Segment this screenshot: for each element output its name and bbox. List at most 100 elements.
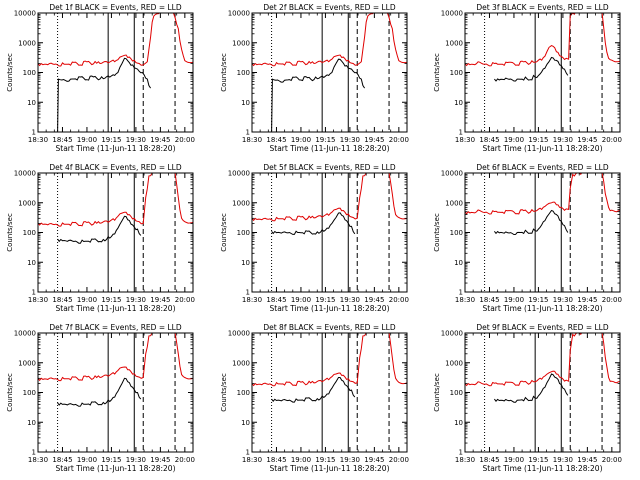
x-tick-label: 19:30 — [126, 456, 146, 464]
x-tick-label: 20:00 — [602, 136, 622, 144]
y-tick-label: 100 — [23, 69, 36, 77]
y-tick-label: 1000 — [18, 359, 36, 367]
series-line-black — [494, 56, 569, 82]
x-axis-label: Start Time (11-Jun-11 18:28:20) — [483, 464, 603, 473]
x-tick-label: 18:45 — [52, 456, 72, 464]
x-tick-label: 18:30 — [455, 296, 475, 304]
x-tick-label: 18:30 — [242, 136, 262, 144]
y-tick-label: 1000 — [445, 199, 463, 207]
plot-frame — [464, 332, 621, 453]
y-tick-label: 100 — [450, 389, 463, 397]
x-tick-label: 19:45 — [364, 456, 384, 464]
y-tick-label: 10000 — [441, 330, 463, 338]
x-tick-label: 18:30 — [455, 136, 475, 144]
y-axis-label: Counts/sec — [6, 373, 14, 412]
y-tick-label: 100 — [23, 229, 36, 237]
y-tick-label: 1 — [246, 449, 250, 457]
y-axis-label: Counts/sec — [433, 213, 441, 252]
plot-frame — [37, 332, 194, 453]
x-tick-label: 18:30 — [455, 456, 475, 464]
y-tick-label: 10 — [27, 419, 36, 427]
x-tick-label: 19:45 — [577, 136, 597, 144]
y-tick-label: 100 — [237, 229, 250, 237]
y-axis-label: Counts/sec — [433, 373, 441, 412]
panel-det-8: Det 8f BLACK = Events, RED = LLD 1 10 100 10… — [220, 323, 409, 473]
x-tick-label: 20:00 — [175, 296, 195, 304]
y-tick-label: 10000 — [228, 10, 250, 18]
x-tick-label: 19:00 — [77, 456, 97, 464]
x-tick-label: 19:00 — [291, 456, 311, 464]
y-tick-label: 10000 — [441, 170, 463, 178]
y-tick-label: 1 — [32, 289, 36, 297]
x-tick-label: 19:30 — [340, 296, 360, 304]
y-tick-label: 100 — [237, 389, 250, 397]
y-tick-label: 1000 — [445, 39, 463, 47]
panel-det-4: Det 4f BLACK = Events, RED = LLD 1 10 100 10… — [6, 163, 195, 313]
y-tick-label: 10 — [454, 99, 463, 107]
y-tick-label: 1 — [459, 129, 463, 137]
y-tick-label: 10 — [454, 419, 463, 427]
x-tick-label: 19:00 — [504, 296, 524, 304]
x-tick-label: 18:45 — [52, 296, 72, 304]
panel-title: Det 5f BLACK = Events, RED = LLD — [263, 163, 396, 172]
y-tick-label: 10 — [27, 259, 36, 267]
x-tick-label: 20:00 — [175, 136, 195, 144]
y-axis-label: Counts/sec — [6, 213, 14, 252]
x-tick-label: 19:00 — [77, 136, 97, 144]
x-tick-label: 18:45 — [52, 136, 72, 144]
x-tick-label: 18:30 — [28, 136, 48, 144]
x-tick-label: 18:30 — [28, 296, 48, 304]
y-tick-label: 1000 — [445, 359, 463, 367]
panel-det-7: Det 7f BLACK = Events, RED = LLD 1 10 100 10… — [6, 323, 195, 473]
plot-frame — [464, 12, 621, 133]
x-tick-label: 19:30 — [126, 136, 146, 144]
x-tick-label: 19:15 — [101, 456, 121, 464]
x-tick-label: 19:45 — [364, 136, 384, 144]
x-tick-label: 19:00 — [504, 136, 524, 144]
x-tick-label: 18:45 — [266, 136, 286, 144]
x-tick-label: 19:45 — [577, 456, 597, 464]
x-axis-label: Start Time (11-Jun-11 18:28:20) — [270, 464, 390, 473]
series-line-black — [271, 212, 356, 235]
y-tick-label: 1 — [32, 449, 36, 457]
panel-det-5: Det 5f BLACK = Events, RED = LLD 1 10 100 10… — [220, 163, 409, 313]
y-tick-label: 1 — [459, 289, 463, 297]
series-line-black — [494, 373, 569, 403]
y-axis-label: Counts/sec — [220, 53, 228, 92]
y-tick-label: 100 — [237, 69, 250, 77]
y-tick-label: 10000 — [441, 10, 463, 18]
x-tick-label: 19:00 — [291, 296, 311, 304]
y-tick-label: 1000 — [232, 39, 250, 47]
x-tick-label: 20:00 — [602, 456, 622, 464]
series-line-red — [252, 173, 407, 222]
y-tick-label: 1000 — [232, 199, 250, 207]
panel-det-9: Det 9f BLACK = Events, RED = LLD 1 10 100 10… — [433, 323, 622, 473]
x-tick-label: 19:15 — [528, 136, 548, 144]
x-axis-label: Start Time (11-Jun-11 18:28:20) — [56, 144, 176, 153]
y-tick-label: 100 — [450, 229, 463, 237]
x-tick-label: 18:45 — [479, 136, 499, 144]
series-line-red — [465, 173, 620, 215]
panel-title: Det 1f BLACK = Events, RED = LLD — [49, 3, 182, 12]
x-axis-label: Start Time (11-Jun-11 18:28:20) — [483, 304, 603, 313]
y-tick-label: 1000 — [18, 39, 36, 47]
y-tick-label: 10000 — [228, 330, 250, 338]
y-tick-label: 10 — [27, 99, 36, 107]
panel-title: Det 7f BLACK = Events, RED = LLD — [49, 323, 182, 332]
x-tick-label: 19:30 — [553, 136, 573, 144]
series-line-black — [271, 377, 356, 403]
x-tick-label: 19:15 — [101, 296, 121, 304]
x-tick-label: 19:30 — [340, 136, 360, 144]
x-tick-label: 18:45 — [479, 456, 499, 464]
x-tick-label: 19:15 — [528, 296, 548, 304]
series-line-red — [38, 173, 193, 227]
x-tick-label: 19:15 — [315, 456, 335, 464]
panel-det-3: Det 3f BLACK = Events, RED = LLD 1 10 100 10… — [433, 3, 622, 153]
x-tick-label: 20:00 — [389, 136, 409, 144]
y-tick-label: 100 — [450, 69, 463, 77]
y-tick-label: 100 — [23, 389, 36, 397]
x-axis-label: Start Time (11-Jun-11 18:28:20) — [56, 304, 176, 313]
series-line-red — [252, 13, 407, 67]
y-tick-label: 10 — [241, 259, 250, 267]
panel-title: Det 8f BLACK = Events, RED = LLD — [263, 323, 396, 332]
